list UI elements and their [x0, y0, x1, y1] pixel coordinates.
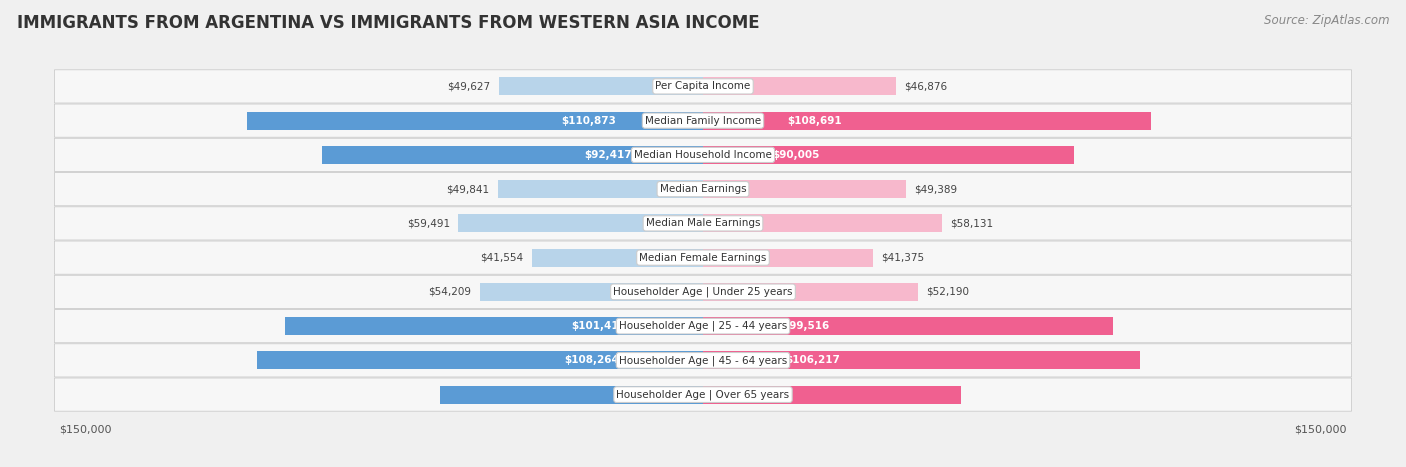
Text: $101,415: $101,415	[571, 321, 626, 331]
FancyBboxPatch shape	[55, 344, 1351, 377]
Text: Median Household Income: Median Household Income	[634, 150, 772, 160]
Text: $49,841: $49,841	[447, 184, 489, 194]
Text: $108,264: $108,264	[564, 355, 619, 365]
Bar	[703, 180, 907, 198]
Text: Householder Age | 25 - 44 years: Householder Age | 25 - 44 years	[619, 321, 787, 332]
Text: $58,131: $58,131	[950, 219, 994, 228]
Text: $62,645: $62,645	[744, 389, 792, 400]
Text: Median Family Income: Median Family Income	[645, 116, 761, 126]
Text: $110,873: $110,873	[561, 116, 616, 126]
FancyBboxPatch shape	[55, 172, 1351, 206]
Text: $49,627: $49,627	[447, 81, 491, 92]
Bar	[246, 112, 703, 129]
Bar	[703, 78, 896, 95]
Text: IMMIGRANTS FROM ARGENTINA VS IMMIGRANTS FROM WESTERN ASIA INCOME: IMMIGRANTS FROM ARGENTINA VS IMMIGRANTS …	[17, 14, 759, 32]
Bar	[479, 283, 703, 301]
FancyBboxPatch shape	[55, 310, 1351, 343]
FancyBboxPatch shape	[55, 104, 1351, 137]
Bar	[703, 386, 960, 403]
Bar	[458, 214, 703, 232]
Text: Householder Age | Over 65 years: Householder Age | Over 65 years	[616, 389, 790, 400]
Bar	[703, 317, 1112, 335]
Bar	[703, 146, 1074, 164]
Text: Householder Age | Under 25 years: Householder Age | Under 25 years	[613, 287, 793, 297]
Text: $41,375: $41,375	[882, 253, 925, 262]
Text: $106,217: $106,217	[785, 355, 839, 365]
Text: $41,554: $41,554	[481, 253, 523, 262]
FancyBboxPatch shape	[55, 378, 1351, 411]
Text: $90,005: $90,005	[772, 150, 820, 160]
Text: Source: ZipAtlas.com: Source: ZipAtlas.com	[1264, 14, 1389, 27]
Text: $52,190: $52,190	[927, 287, 969, 297]
Bar	[440, 386, 703, 403]
Text: $63,885: $63,885	[613, 389, 661, 400]
Text: $108,691: $108,691	[787, 116, 842, 126]
Text: $49,389: $49,389	[914, 184, 957, 194]
Bar	[703, 249, 873, 267]
Bar	[499, 78, 703, 95]
Text: Median Female Earnings: Median Female Earnings	[640, 253, 766, 262]
FancyBboxPatch shape	[55, 138, 1351, 171]
Bar	[322, 146, 703, 164]
FancyBboxPatch shape	[55, 275, 1351, 309]
Text: $54,209: $54,209	[429, 287, 471, 297]
FancyBboxPatch shape	[55, 207, 1351, 240]
Text: Median Male Earnings: Median Male Earnings	[645, 219, 761, 228]
Bar	[257, 352, 703, 369]
Bar	[498, 180, 703, 198]
FancyBboxPatch shape	[55, 241, 1351, 274]
Text: Median Earnings: Median Earnings	[659, 184, 747, 194]
Bar	[703, 112, 1150, 129]
Text: $99,516: $99,516	[782, 321, 830, 331]
Bar	[531, 249, 703, 267]
Bar	[703, 352, 1140, 369]
Text: Per Capita Income: Per Capita Income	[655, 81, 751, 92]
Bar	[703, 283, 918, 301]
Text: $92,417: $92,417	[583, 150, 631, 160]
Text: $59,491: $59,491	[406, 219, 450, 228]
FancyBboxPatch shape	[55, 70, 1351, 103]
Text: Householder Age | 45 - 64 years: Householder Age | 45 - 64 years	[619, 355, 787, 366]
Text: $46,876: $46,876	[904, 81, 948, 92]
Bar	[285, 317, 703, 335]
Bar	[703, 214, 942, 232]
